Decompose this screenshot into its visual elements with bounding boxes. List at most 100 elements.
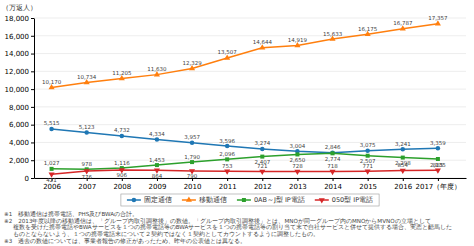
data-label: 10,734 (77, 74, 97, 80)
point (365, 148, 370, 153)
series (49, 20, 441, 89)
line (52, 170, 438, 174)
x-tick-label: 2007 (78, 183, 96, 191)
x-tick-mark (227, 178, 228, 181)
legend-marker (186, 196, 192, 201)
x-tick-label: 2012 (254, 183, 272, 191)
y-tick-label: 0 (25, 175, 29, 183)
data-label: 3,596 (219, 138, 235, 144)
x-tick-label: 2017（年度） (415, 183, 461, 191)
x-tick: 2014 (324, 178, 342, 191)
data-label: 790 (187, 173, 198, 179)
data-label: 2,846 (325, 144, 341, 150)
data-label: 14,644 (253, 39, 273, 45)
chart-container: 2006200720082009201020112012201320142015… (0, 0, 474, 246)
data-label: 2,774 (325, 156, 341, 162)
point (294, 170, 300, 175)
y-tick-label: 6,000 (9, 121, 29, 129)
y-tick-mark (31, 71, 34, 72)
y-tick-mark (31, 125, 34, 126)
point (259, 170, 265, 175)
legend-frame (121, 194, 379, 206)
data-label: 1,790 (184, 154, 200, 160)
point (224, 170, 230, 175)
data-label: 421 (46, 177, 57, 183)
legend: 固定通信移動通信0AB～J型 IP電話050型 IP電話 (121, 194, 379, 206)
y-tick-mark (31, 36, 34, 37)
annotation: ※1 移動通信は携帯電話、PHS及びBWAの合計。 (4, 210, 138, 217)
grid (34, 18, 466, 178)
data-label: 10,170 (42, 79, 62, 85)
point (260, 155, 264, 159)
point (190, 160, 194, 164)
point (84, 130, 89, 135)
legend-item: 0AB～J型 IP電話 (237, 196, 305, 204)
grid-line (34, 178, 466, 179)
legend-marker (319, 198, 325, 203)
x-tick-label: 2015 (359, 183, 377, 191)
y-tick-mark (31, 142, 34, 143)
point (50, 167, 54, 171)
data-label: 12,329 (182, 60, 202, 66)
x-tick-mark (438, 178, 439, 181)
background (0, 0, 474, 246)
data-label: 1,116 (114, 160, 130, 166)
x-axis: 2006200720082009201020112012201320142015… (35, 178, 467, 191)
grid-line (34, 89, 466, 90)
data-label: 718 (327, 163, 338, 169)
axis-line (34, 19, 35, 179)
grid-line (34, 71, 466, 72)
data-label: 5,123 (79, 124, 95, 130)
y-axis-title: （万返人） (2, 4, 37, 12)
legend-item: 固定通信 (127, 196, 172, 204)
y-tick-label: 18,000 (5, 15, 30, 23)
y-tick-label: 12,000 (5, 68, 30, 76)
data-label: 978 (81, 161, 92, 167)
data-label: 2,096 (219, 151, 235, 157)
x-tick: 2009 (149, 178, 167, 191)
y-tick-label: 14,000 (5, 50, 30, 58)
data-label: 13,507 (218, 49, 238, 55)
x-tick-label: 2014 (324, 183, 342, 191)
y-tick-label: 8,000 (9, 104, 29, 112)
x-tick-mark (297, 178, 298, 181)
point (331, 151, 335, 155)
y-tick: 4,000 (9, 139, 34, 147)
data-label: 1,453 (149, 157, 165, 163)
data-label: 3,274 (254, 140, 270, 146)
data-label: 721 (257, 163, 268, 169)
series (50, 151, 440, 171)
data-label: 753 (222, 163, 233, 169)
x-tick-mark (403, 178, 404, 181)
data-label: 14,919 (288, 37, 308, 43)
x-tick: 2012 (254, 178, 272, 191)
y-tick: 6,000 (9, 121, 34, 129)
x-tick: 2008 (113, 178, 131, 191)
data-label: 17,357 (428, 15, 448, 21)
line (52, 129, 438, 153)
notes: ※1 移動通信は携帯電話、PHS及びBWAの合計。※2 2013年度以降の移動通… (4, 210, 452, 245)
point (190, 141, 195, 146)
point (155, 137, 160, 142)
legend-marker (242, 198, 246, 202)
x-tick: 2007 (78, 178, 96, 191)
point (365, 169, 371, 174)
point (400, 169, 406, 174)
data-label: 776 (81, 174, 92, 180)
grid-line (34, 124, 466, 125)
plot-marks (49, 20, 441, 178)
y-tick: 2,000 (9, 157, 34, 165)
data-label: 771 (362, 163, 373, 169)
point (436, 157, 440, 161)
point (49, 127, 54, 132)
point (401, 156, 405, 160)
annotation: ものとならないよう、１つの携帯電話末について２契約ではなく１契約としてカウントす… (13, 230, 319, 238)
chart-svg: 2006200720082009201020112012201320142015… (0, 0, 474, 246)
grid-line (34, 18, 466, 19)
data-label: 4,334 (149, 131, 165, 137)
x-tick: 2011 (219, 178, 237, 191)
data-label: 16,175 (358, 26, 378, 32)
y-tick-label: 2,000 (9, 157, 29, 165)
x-tick: 2016 (394, 178, 412, 191)
line (52, 153, 438, 169)
